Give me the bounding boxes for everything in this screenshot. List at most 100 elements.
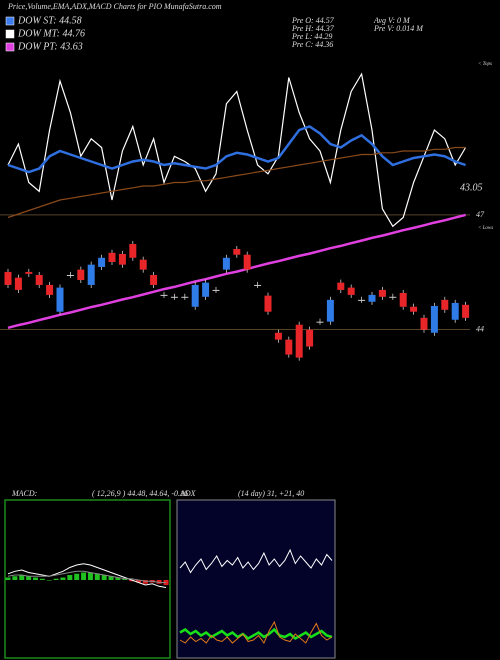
adx-line bbox=[179, 627, 333, 641]
histogram-bar bbox=[115, 577, 121, 580]
histogram-bar bbox=[67, 575, 73, 580]
info-text: Pre O: 44.57 bbox=[291, 16, 335, 25]
candle-body bbox=[4, 271, 12, 285]
candle-body bbox=[451, 302, 459, 320]
candle-body bbox=[399, 292, 407, 307]
candle-body bbox=[98, 257, 106, 267]
candle-body bbox=[358, 299, 366, 301]
info-text: Pre H: 44.37 bbox=[291, 24, 335, 33]
candle-body bbox=[378, 289, 386, 297]
histogram-bar bbox=[81, 572, 87, 580]
candle-body bbox=[150, 274, 158, 285]
histogram-bar bbox=[46, 580, 52, 581]
adx-line bbox=[179, 620, 333, 645]
candle-body bbox=[347, 287, 355, 295]
chart-title: Price,Volume,EMA,ADX,MACD Charts for PIO… bbox=[7, 2, 222, 11]
info-text: Pre L: 44.29 bbox=[291, 32, 332, 41]
histogram-bar bbox=[32, 577, 38, 580]
panel bbox=[4, 499, 171, 659]
histogram-bar bbox=[19, 575, 25, 580]
histogram-bar bbox=[5, 577, 11, 580]
candle-body bbox=[129, 244, 137, 258]
candle-body bbox=[87, 264, 95, 285]
candle-body bbox=[108, 252, 116, 262]
last-label: 43.05 bbox=[460, 182, 483, 193]
candle-body bbox=[66, 274, 74, 276]
ema-line bbox=[7, 213, 466, 330]
legend-swatch bbox=[5, 29, 15, 39]
macd-line bbox=[7, 570, 166, 583]
candle-body bbox=[306, 329, 314, 347]
adx-line bbox=[179, 548, 333, 574]
candle-body bbox=[233, 248, 241, 255]
candle-body bbox=[285, 339, 293, 355]
candle-body bbox=[25, 271, 33, 274]
candle-body bbox=[462, 304, 470, 318]
candle-body bbox=[118, 253, 126, 265]
macd-label: MACD: bbox=[11, 489, 38, 498]
legend-swatch bbox=[5, 42, 15, 52]
candle-body bbox=[35, 274, 43, 285]
overlay-line bbox=[7, 125, 466, 174]
candle-body bbox=[160, 294, 168, 296]
adx-label: ADX bbox=[179, 489, 197, 498]
candle-body bbox=[56, 287, 64, 312]
histogram-bar bbox=[60, 577, 66, 580]
legend-label: DOW PT: 43.63 bbox=[17, 41, 83, 52]
y-tick-label: 47 bbox=[476, 210, 485, 219]
candle-body bbox=[222, 257, 230, 270]
candle-body bbox=[368, 294, 376, 302]
info-text: Pre C: 44.36 bbox=[291, 40, 333, 49]
candle-body bbox=[264, 295, 272, 312]
histogram-bar bbox=[26, 576, 32, 580]
candle-body bbox=[337, 282, 345, 290]
candle-body bbox=[430, 305, 438, 333]
candle-body bbox=[170, 296, 178, 298]
candle-body bbox=[410, 306, 418, 312]
histogram-bar bbox=[39, 578, 45, 580]
legend-label: DOW MT: 44.76 bbox=[17, 28, 85, 39]
candle-body bbox=[441, 299, 449, 310]
candle-body bbox=[326, 299, 334, 322]
candle-body bbox=[139, 259, 147, 270]
macd-line bbox=[7, 563, 167, 588]
lows-label: < Lows bbox=[478, 226, 493, 231]
adx-params: (14 day) 31, +21, 40 bbox=[238, 489, 304, 498]
histogram-bar bbox=[136, 580, 142, 583]
candle-body bbox=[295, 324, 303, 358]
macd-params: ( 12,26,9 ) 44.48, 44.64, -0.16 bbox=[92, 489, 188, 498]
candle-body bbox=[389, 296, 397, 298]
histogram-bar bbox=[129, 580, 135, 582]
candle-body bbox=[46, 284, 54, 295]
histogram-bar bbox=[142, 580, 148, 584]
candle-body bbox=[274, 332, 282, 340]
histogram-bar bbox=[74, 573, 80, 580]
tops-label: < Tops bbox=[478, 62, 492, 67]
candle-body bbox=[316, 321, 324, 323]
candle-body bbox=[191, 284, 199, 307]
histogram-bar bbox=[108, 576, 114, 580]
histogram-bar bbox=[12, 576, 18, 580]
candle-body bbox=[243, 254, 251, 270]
info-text: Pre V: 0.014 M bbox=[373, 24, 424, 33]
y-tick-label: 44 bbox=[476, 325, 484, 334]
candle-body bbox=[14, 277, 22, 290]
histogram-bar bbox=[122, 578, 128, 580]
histogram-bar bbox=[101, 575, 107, 580]
candle-body bbox=[202, 282, 210, 297]
info-text: Avg V: 0 M bbox=[373, 16, 411, 25]
histogram-bar bbox=[53, 578, 59, 580]
overlay-line bbox=[7, 72, 467, 228]
legend-swatch bbox=[5, 16, 15, 26]
candle-body bbox=[420, 317, 428, 330]
candle-body bbox=[212, 289, 220, 291]
legend-label: DOW ST: 44.58 bbox=[17, 15, 82, 26]
overlay-line bbox=[7, 146, 466, 219]
candle-body bbox=[254, 284, 262, 286]
histogram-bar bbox=[156, 580, 162, 584]
candle-body bbox=[77, 269, 85, 280]
panel bbox=[176, 499, 336, 659]
candle-body bbox=[181, 296, 189, 298]
